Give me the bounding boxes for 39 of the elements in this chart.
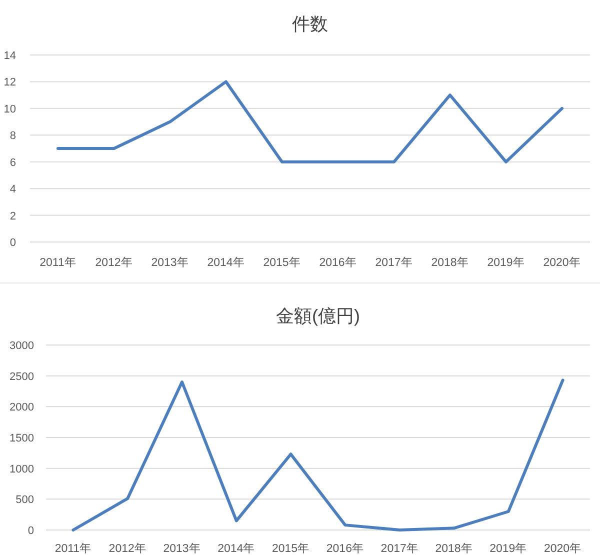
x-tick-label: 2020年 bbox=[544, 542, 582, 555]
x-tick-label: 2020年 bbox=[543, 256, 581, 269]
x-tick-label: 2019年 bbox=[487, 256, 525, 269]
line-series bbox=[56, 80, 564, 164]
x-tick-label: 2015年 bbox=[272, 542, 310, 555]
y-tick-label: 0 bbox=[28, 525, 34, 537]
y-tick-label: 12 bbox=[4, 76, 16, 89]
y-tick-label: 8 bbox=[10, 130, 16, 142]
x-tick-label: 2012年 bbox=[95, 256, 133, 269]
chart-title: 金額(億円) bbox=[276, 306, 360, 326]
x-tick-label: 2012年 bbox=[108, 542, 146, 555]
x-tick-label: 2011年 bbox=[40, 256, 76, 269]
y-tick-label: 2000 bbox=[10, 402, 34, 414]
x-tick-label: 2017年 bbox=[380, 542, 418, 555]
x-tick-label: 2013年 bbox=[151, 256, 189, 269]
x-tick-label: 2019年 bbox=[490, 542, 528, 555]
x-tick-label: 2017年 bbox=[375, 256, 413, 269]
x-tick-label: 2014年 bbox=[207, 256, 245, 269]
chart-title: 件数 bbox=[292, 14, 328, 34]
y-tick-label: 3000 bbox=[10, 340, 34, 352]
y-tick-label: 6 bbox=[10, 156, 16, 169]
x-tick-label: 2014年 bbox=[218, 542, 256, 555]
x-tick-label: 2013年 bbox=[163, 542, 201, 555]
y-tick-label: 14 bbox=[4, 50, 16, 62]
x-tick-label: 2011年 bbox=[54, 542, 92, 555]
line-series bbox=[72, 378, 564, 532]
x-tick-label: 2018年 bbox=[431, 256, 469, 269]
x-tick-label: 2016年 bbox=[326, 542, 364, 555]
y-tick-label: 4 bbox=[10, 184, 16, 196]
x-tick-label: 2016年 bbox=[319, 256, 357, 269]
y-tick-label: 1500 bbox=[10, 432, 34, 444]
y-tick-label: 500 bbox=[16, 494, 34, 506]
y-tick-label: 2 bbox=[10, 210, 16, 222]
y-tick-label: 0 bbox=[10, 237, 16, 249]
y-tick-label: 2500 bbox=[10, 370, 34, 383]
x-tick-label: 2018年 bbox=[435, 542, 473, 555]
y-tick-label: 1000 bbox=[10, 463, 34, 476]
x-tick-label: 2015年 bbox=[263, 256, 301, 269]
y-tick-label: 10 bbox=[4, 103, 16, 116]
